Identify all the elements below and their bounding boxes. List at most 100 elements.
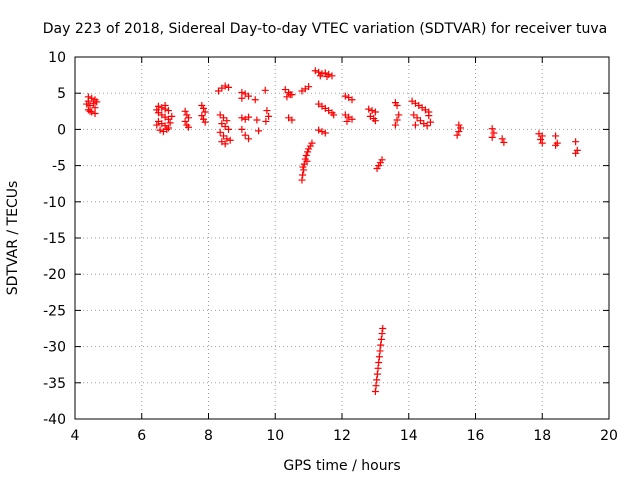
data-point <box>377 341 385 349</box>
data-point <box>552 141 560 149</box>
grid-lines <box>75 57 609 419</box>
x-tick-label: 12 <box>333 428 351 444</box>
plot-frame <box>74 56 610 420</box>
data-point <box>373 370 381 378</box>
y-tick-label: 0 <box>57 122 66 138</box>
y-tick-label: -5 <box>52 159 66 175</box>
data-point <box>86 107 94 115</box>
data-point <box>238 114 246 122</box>
data-point <box>91 109 99 117</box>
data-point <box>377 335 385 343</box>
data-point <box>375 359 383 367</box>
data-point <box>221 82 229 90</box>
data-point <box>391 121 399 129</box>
data-point <box>321 129 329 137</box>
data-point <box>238 125 246 133</box>
x-tick-label: 4 <box>71 428 80 444</box>
data-point <box>181 107 189 115</box>
data-point <box>395 111 403 119</box>
data-point <box>299 171 307 179</box>
axis-ticks: 4 6 8 10 12 14 16 18 20 10 5 0 -5 -10 -15 -20 -25 -30 -35 -… <box>43 50 618 444</box>
data-point <box>373 376 381 384</box>
data-point <box>552 132 560 140</box>
data-point <box>537 136 545 144</box>
data-point <box>223 135 231 143</box>
data-point <box>245 113 253 121</box>
data-point <box>393 116 401 124</box>
data-point <box>315 126 323 134</box>
data-point <box>316 72 324 80</box>
y-tick-label: 5 <box>57 86 66 102</box>
data-point <box>318 128 326 136</box>
data-point <box>223 117 231 125</box>
data-point <box>498 135 506 143</box>
data-point <box>241 131 249 139</box>
data-point <box>572 149 580 157</box>
chart-title: Day 223 of 2018, Sidereal Day-to-day VTE… <box>43 21 607 37</box>
data-point <box>168 112 176 120</box>
data-point <box>488 125 496 133</box>
y-tick-label: -10 <box>43 195 66 211</box>
data-point <box>255 127 263 135</box>
data-point <box>328 72 336 80</box>
data-point <box>456 124 464 132</box>
data-point <box>238 94 246 102</box>
data-point <box>154 102 162 110</box>
data-point <box>226 136 234 144</box>
data-point <box>321 69 329 77</box>
data-point <box>184 123 192 131</box>
data-point <box>156 126 164 134</box>
data-point <box>164 107 172 115</box>
data-point <box>371 108 379 116</box>
x-tick-label: 18 <box>533 428 551 444</box>
data-point <box>378 156 386 164</box>
data-point <box>488 133 496 141</box>
data-point <box>425 112 433 120</box>
data-point <box>245 92 253 100</box>
data-point <box>365 105 373 113</box>
y-tick-label: -30 <box>43 340 66 356</box>
data-point <box>348 96 356 104</box>
data-point <box>261 86 269 94</box>
data-point <box>311 67 319 75</box>
data-point <box>184 114 192 122</box>
data-point <box>490 129 498 137</box>
data-point <box>263 107 271 115</box>
data-point <box>251 96 259 104</box>
data-point <box>393 102 401 110</box>
data-point <box>163 125 171 133</box>
data-point <box>88 108 96 116</box>
data-point <box>323 73 331 81</box>
data-point <box>216 128 224 136</box>
data-point <box>164 124 172 132</box>
data-point <box>153 121 161 129</box>
data-point <box>376 347 384 355</box>
y-tick-label: 10 <box>48 50 66 66</box>
data-point <box>374 364 382 372</box>
data-point <box>341 92 349 100</box>
data-point <box>305 83 313 91</box>
y-tick-label: -25 <box>43 303 66 319</box>
data-point <box>181 117 189 125</box>
data-point <box>245 135 253 143</box>
data-point <box>411 121 419 129</box>
x-tick-label: 16 <box>467 428 485 444</box>
data-point <box>423 122 431 130</box>
data-point <box>166 119 174 127</box>
data-points <box>83 67 581 395</box>
data-point <box>198 112 206 120</box>
data-point <box>288 116 296 124</box>
y-tick-label: -20 <box>43 267 66 283</box>
data-point <box>371 387 379 395</box>
data-point <box>572 138 580 146</box>
data-point <box>371 117 379 125</box>
data-point <box>201 118 209 126</box>
x-tick-label: 8 <box>204 428 213 444</box>
data-point <box>93 98 101 106</box>
data-point <box>330 111 338 119</box>
y-tick-label: -40 <box>43 412 66 428</box>
data-point <box>378 330 386 338</box>
data-point <box>375 353 383 361</box>
data-point <box>372 382 380 390</box>
